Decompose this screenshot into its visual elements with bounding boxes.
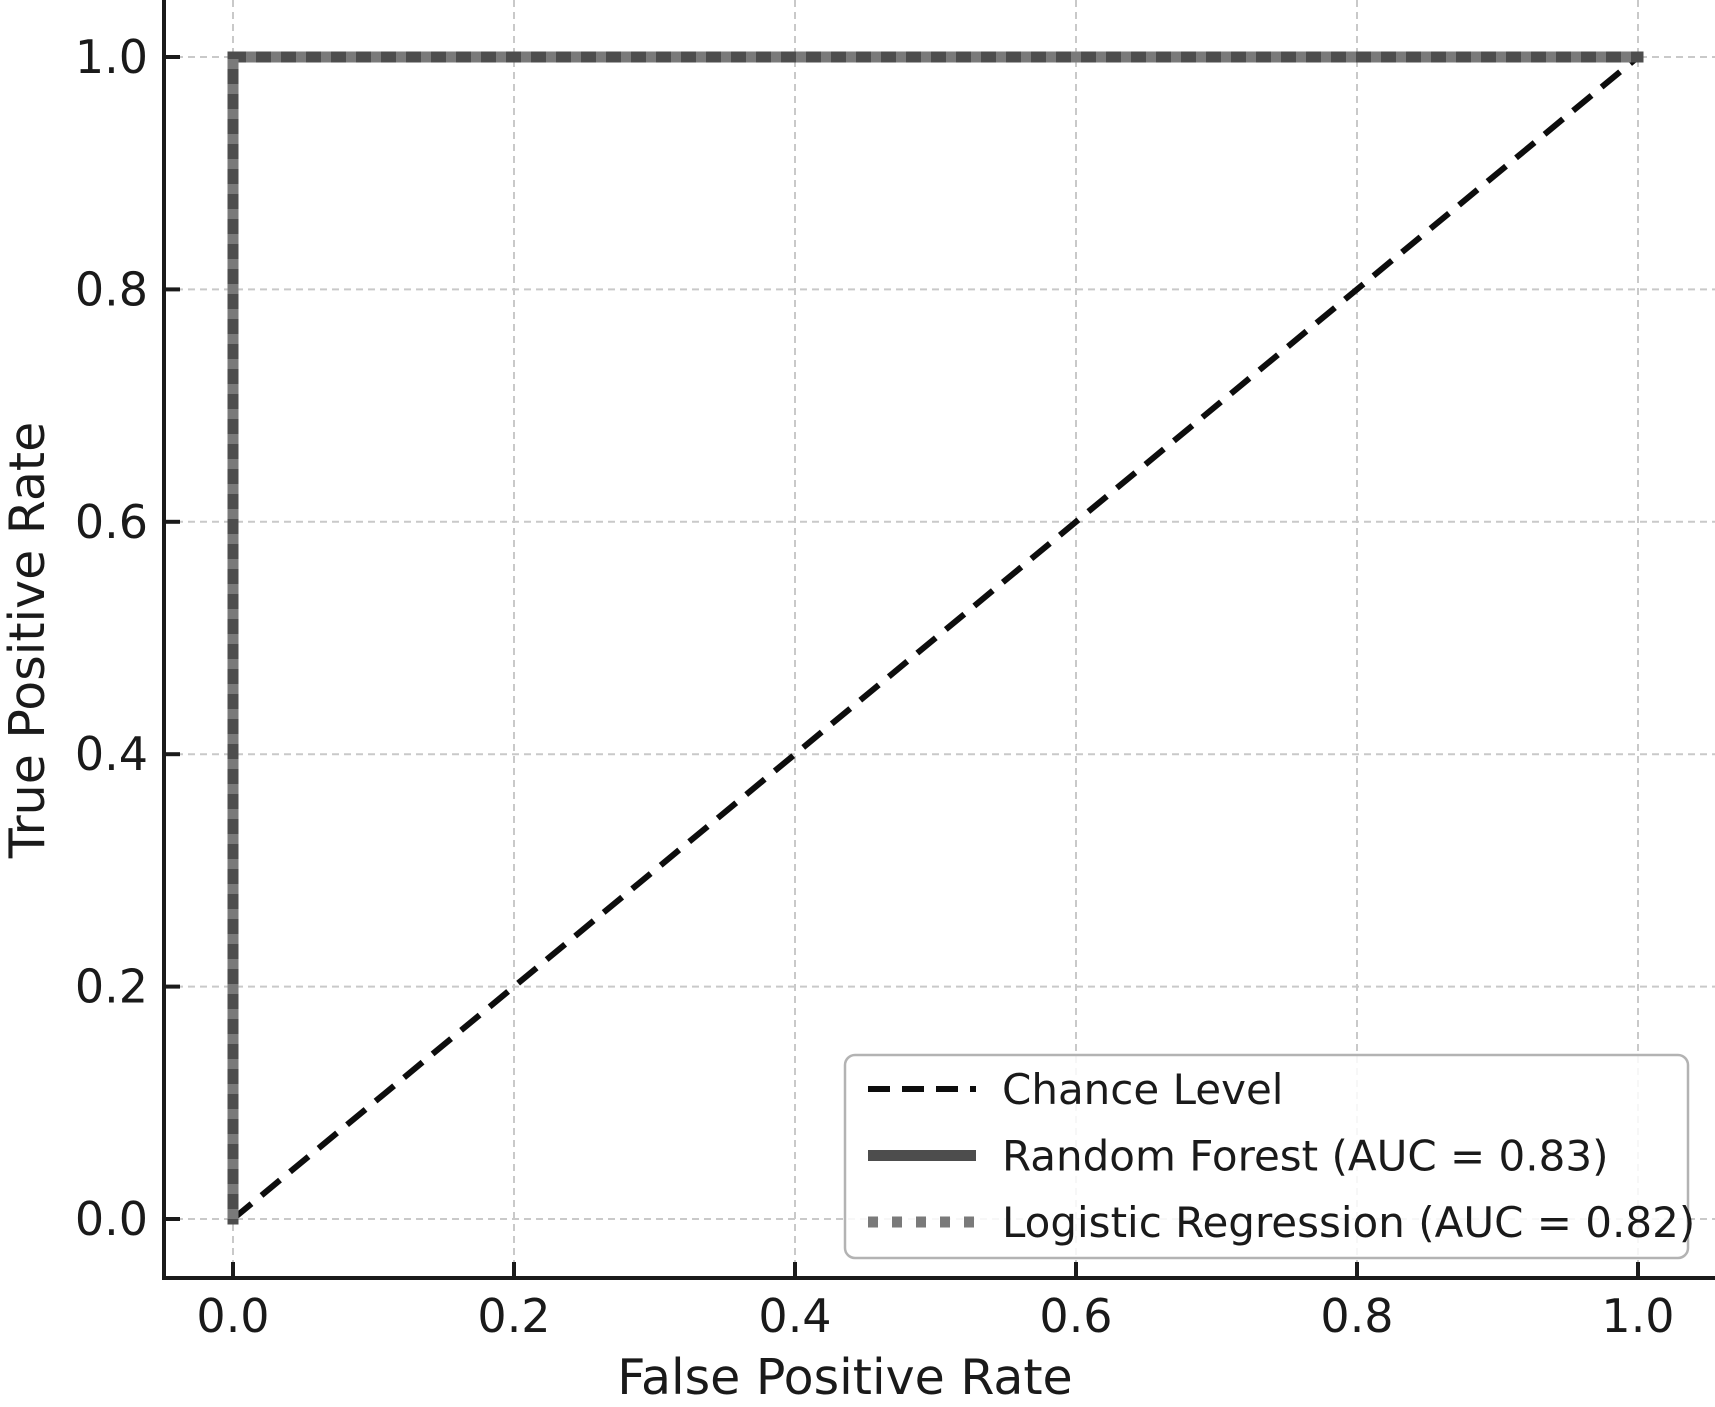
- y-tick-label: 1.0: [75, 30, 148, 84]
- legend-label: Chance Level: [1002, 1065, 1283, 1114]
- y-axis-label: True Positive Rate: [0, 422, 56, 859]
- y-tick-label: 0.6: [75, 495, 148, 549]
- x-tick-label: 0.0: [196, 1289, 269, 1343]
- legend-label: Random Forest (AUC = 0.83): [1002, 1132, 1608, 1181]
- x-tick-label: 0.8: [1320, 1289, 1393, 1343]
- tick-labels: 0.0 0.2 0.4 0.6 0.8 1.0 0.0 0.2 0.4 0.6 0.8 1.0: [75, 30, 1675, 1343]
- legend-item-logistic-regression-auc-0-82: Logistic Regression (AUC = 0.82): [868, 1198, 1695, 1247]
- legend: Chance Level Random Forest (AUC = 0.83) Lo…: [843, 1053, 1695, 1260]
- x-tick-label: 0.4: [758, 1289, 831, 1343]
- series-line-chance-level: [231, 54, 1640, 1222]
- legend-item-random-forest-auc-0-83: Random Forest (AUC = 0.83): [868, 1132, 1608, 1181]
- y-tick-label: 0.0: [75, 1192, 148, 1246]
- x-tick-label: 0.6: [1039, 1289, 1112, 1343]
- roc-series: [227, 51, 1644, 1225]
- x-axis-label: False Positive Rate: [617, 1349, 1072, 1406]
- legend-box: [843, 1053, 1690, 1260]
- axes: [162, 0, 1715, 1280]
- legend-item-chance-level: Chance Level: [868, 1065, 1283, 1114]
- legend-label: Logistic Regression (AUC = 0.82): [1002, 1198, 1695, 1247]
- x-tick-label: 1.0: [1601, 1289, 1674, 1343]
- x-tick-label: 0.2: [477, 1289, 550, 1343]
- series-line-random-forest-auc-0-83: [227, 51, 1644, 1225]
- y-tick-label: 0.4: [75, 727, 148, 781]
- y-tick-label: 0.8: [75, 262, 148, 316]
- y-tick-label: 0.2: [75, 960, 148, 1014]
